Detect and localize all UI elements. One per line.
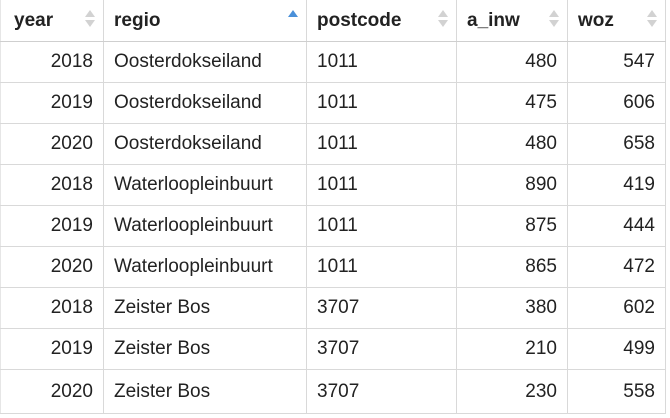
- cell-regio: Oosterdokseiland: [104, 83, 307, 123]
- cell-woz: 606: [568, 83, 666, 123]
- sort-icon[interactable]: [647, 9, 657, 31]
- cell-year: 2018: [0, 288, 104, 328]
- cell-regio: Waterloopleinbuurt: [104, 165, 307, 205]
- cell-postcode: 3707: [307, 329, 457, 369]
- cell-year: 2018: [0, 42, 104, 82]
- table-row: 2020 Zeister Bos 3707 230 558: [0, 370, 666, 414]
- cell-a_inw: 380: [457, 288, 568, 328]
- cell-a_inw: 230: [457, 370, 568, 413]
- column-header-label: woz: [578, 9, 614, 31]
- cell-regio: Zeister Bos: [104, 288, 307, 328]
- cell-woz: 444: [568, 206, 666, 246]
- cell-woz: 558: [568, 370, 666, 413]
- column-header-a_inw[interactable]: a_inw: [457, 0, 568, 41]
- cell-year: 2019: [0, 329, 104, 369]
- sort-icon[interactable]: [85, 9, 95, 31]
- cell-year: 2019: [0, 206, 104, 246]
- cell-a_inw: 865: [457, 247, 568, 287]
- table-row: 2018 Oosterdokseiland 1011 480 547: [0, 42, 666, 83]
- cell-woz: 602: [568, 288, 666, 328]
- cell-regio: Oosterdokseiland: [104, 42, 307, 82]
- cell-postcode: 1011: [307, 42, 457, 82]
- cell-postcode: 1011: [307, 206, 457, 246]
- cell-postcode: 3707: [307, 288, 457, 328]
- cell-a_inw: 890: [457, 165, 568, 205]
- cell-postcode: 1011: [307, 165, 457, 205]
- cell-regio: Waterloopleinbuurt: [104, 247, 307, 287]
- cell-woz: 658: [568, 124, 666, 164]
- cell-regio: Oosterdokseiland: [104, 124, 307, 164]
- cell-woz: 419: [568, 165, 666, 205]
- column-header-postcode[interactable]: postcode: [307, 0, 457, 41]
- column-header-label: regio: [114, 9, 161, 31]
- cell-regio: Zeister Bos: [104, 370, 307, 413]
- cell-woz: 472: [568, 247, 666, 287]
- table-row: 2019 Zeister Bos 3707 210 499: [0, 329, 666, 370]
- cell-woz: 499: [568, 329, 666, 369]
- cell-a_inw: 210: [457, 329, 568, 369]
- column-header-woz[interactable]: woz: [568, 0, 666, 41]
- sort-ascending-icon[interactable]: [288, 9, 298, 31]
- cell-regio: Waterloopleinbuurt: [104, 206, 307, 246]
- column-header-label: a_inw: [467, 9, 520, 31]
- column-header-label: year: [14, 9, 54, 31]
- cell-postcode: 3707: [307, 370, 457, 413]
- table-row: 2018 Waterloopleinbuurt 1011 890 419: [0, 165, 666, 206]
- cell-year: 2019: [0, 83, 104, 123]
- column-header-regio[interactable]: regio: [104, 0, 307, 41]
- cell-postcode: 1011: [307, 83, 457, 123]
- cell-a_inw: 475: [457, 83, 568, 123]
- sort-icon[interactable]: [438, 9, 448, 31]
- cell-year: 2020: [0, 247, 104, 287]
- table-left-border: [0, 0, 1, 414]
- cell-regio: Zeister Bos: [104, 329, 307, 369]
- cell-woz: 547: [568, 42, 666, 82]
- column-header-year[interactable]: year: [0, 0, 104, 41]
- cell-a_inw: 480: [457, 124, 568, 164]
- column-header-label: postcode: [317, 9, 402, 31]
- table-row: 2019 Oosterdokseiland 1011 475 606: [0, 83, 666, 124]
- cell-a_inw: 875: [457, 206, 568, 246]
- sort-icon[interactable]: [549, 9, 559, 31]
- cell-year: 2020: [0, 124, 104, 164]
- table-header-row: year regio postcode a_inw woz: [0, 0, 666, 42]
- cell-postcode: 1011: [307, 124, 457, 164]
- table-row: 2018 Zeister Bos 3707 380 602: [0, 288, 666, 329]
- table-row: 2020 Oosterdokseiland 1011 480 658: [0, 124, 666, 165]
- cell-year: 2018: [0, 165, 104, 205]
- cell-a_inw: 480: [457, 42, 568, 82]
- table-row: 2020 Waterloopleinbuurt 1011 865 472: [0, 247, 666, 288]
- cell-year: 2020: [0, 370, 104, 413]
- table-row: 2019 Waterloopleinbuurt 1011 875 444: [0, 206, 666, 247]
- cell-postcode: 1011: [307, 247, 457, 287]
